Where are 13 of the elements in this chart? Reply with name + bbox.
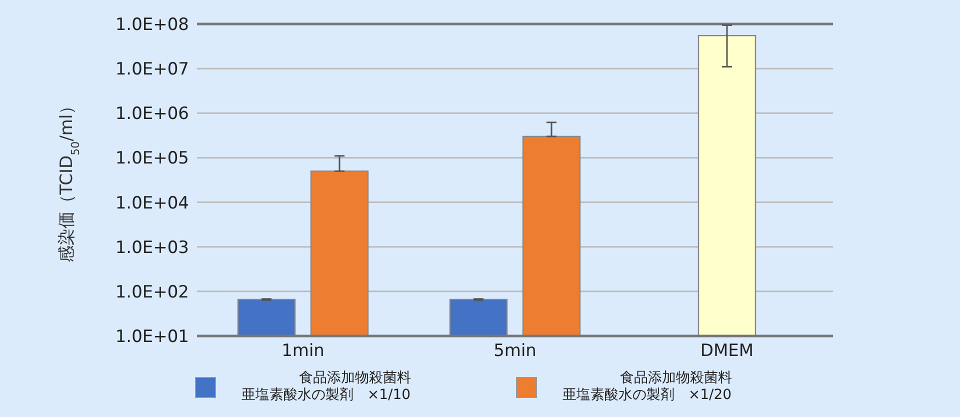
x-tick-label: 5min — [494, 341, 536, 362]
y-tick-label: 1.0E+06 — [115, 104, 189, 124]
y-tick-label: 1.0E+02 — [115, 282, 189, 302]
x-tick-label: DMEM — [700, 341, 754, 362]
y-tick-label: 1.0E+08 — [115, 15, 189, 36]
y-tick-label: 1.0E+05 — [115, 148, 189, 169]
y-tick-label: 1.0E+01 — [115, 327, 189, 348]
y-tick-label: 1.0E+03 — [115, 238, 189, 258]
text: 食品添加物殺菌料亜塩素酸水の製剤 ×1/10 — [240, 370, 412, 404]
text: 食品添加物殺菌料亜塩素酸水の製剤 ×1/20 — [561, 370, 733, 404]
y-tick-label: 1.0E+07 — [115, 60, 189, 80]
y-tick-label: 1.0E+04 — [115, 193, 189, 214]
x-tick-label: 1min — [282, 341, 324, 362]
